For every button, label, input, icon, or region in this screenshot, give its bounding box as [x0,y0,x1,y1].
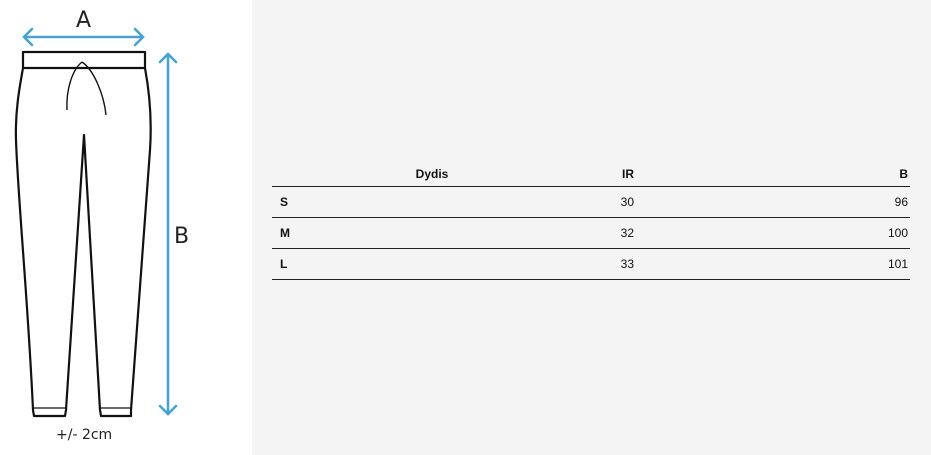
header-size: Dydis [272,162,592,187]
size-diagram-panel: A B +/- 2cm [0,0,252,455]
b-cell: 100 [848,217,910,249]
ir-cell: 32 [592,217,848,249]
header-ir: IR [592,162,848,187]
pants-outline [14,50,152,418]
size-cell: S [272,186,592,218]
table-row: S 30 96 [272,186,910,218]
header-b: B [848,162,910,187]
measurement-arrows [22,27,178,416]
table-row: M 32 100 [272,217,910,249]
dimension-a-label: A [76,8,92,33]
size-table: Dydis IR B S 30 96 M 32 100 L 33 101 [272,162,910,280]
tolerance-note: +/- 2cm [56,427,113,443]
size-cell: M [272,217,592,249]
pants-illustration [14,27,178,418]
dimension-b-label: B [174,224,190,249]
table-row: L 33 101 [272,248,910,280]
ir-cell: 33 [592,248,848,280]
ir-cell: 30 [592,186,848,218]
size-cell: L [272,248,592,280]
table-header-row: Dydis IR B [272,162,910,187]
b-cell: 96 [848,186,910,218]
b-cell: 101 [848,248,910,280]
